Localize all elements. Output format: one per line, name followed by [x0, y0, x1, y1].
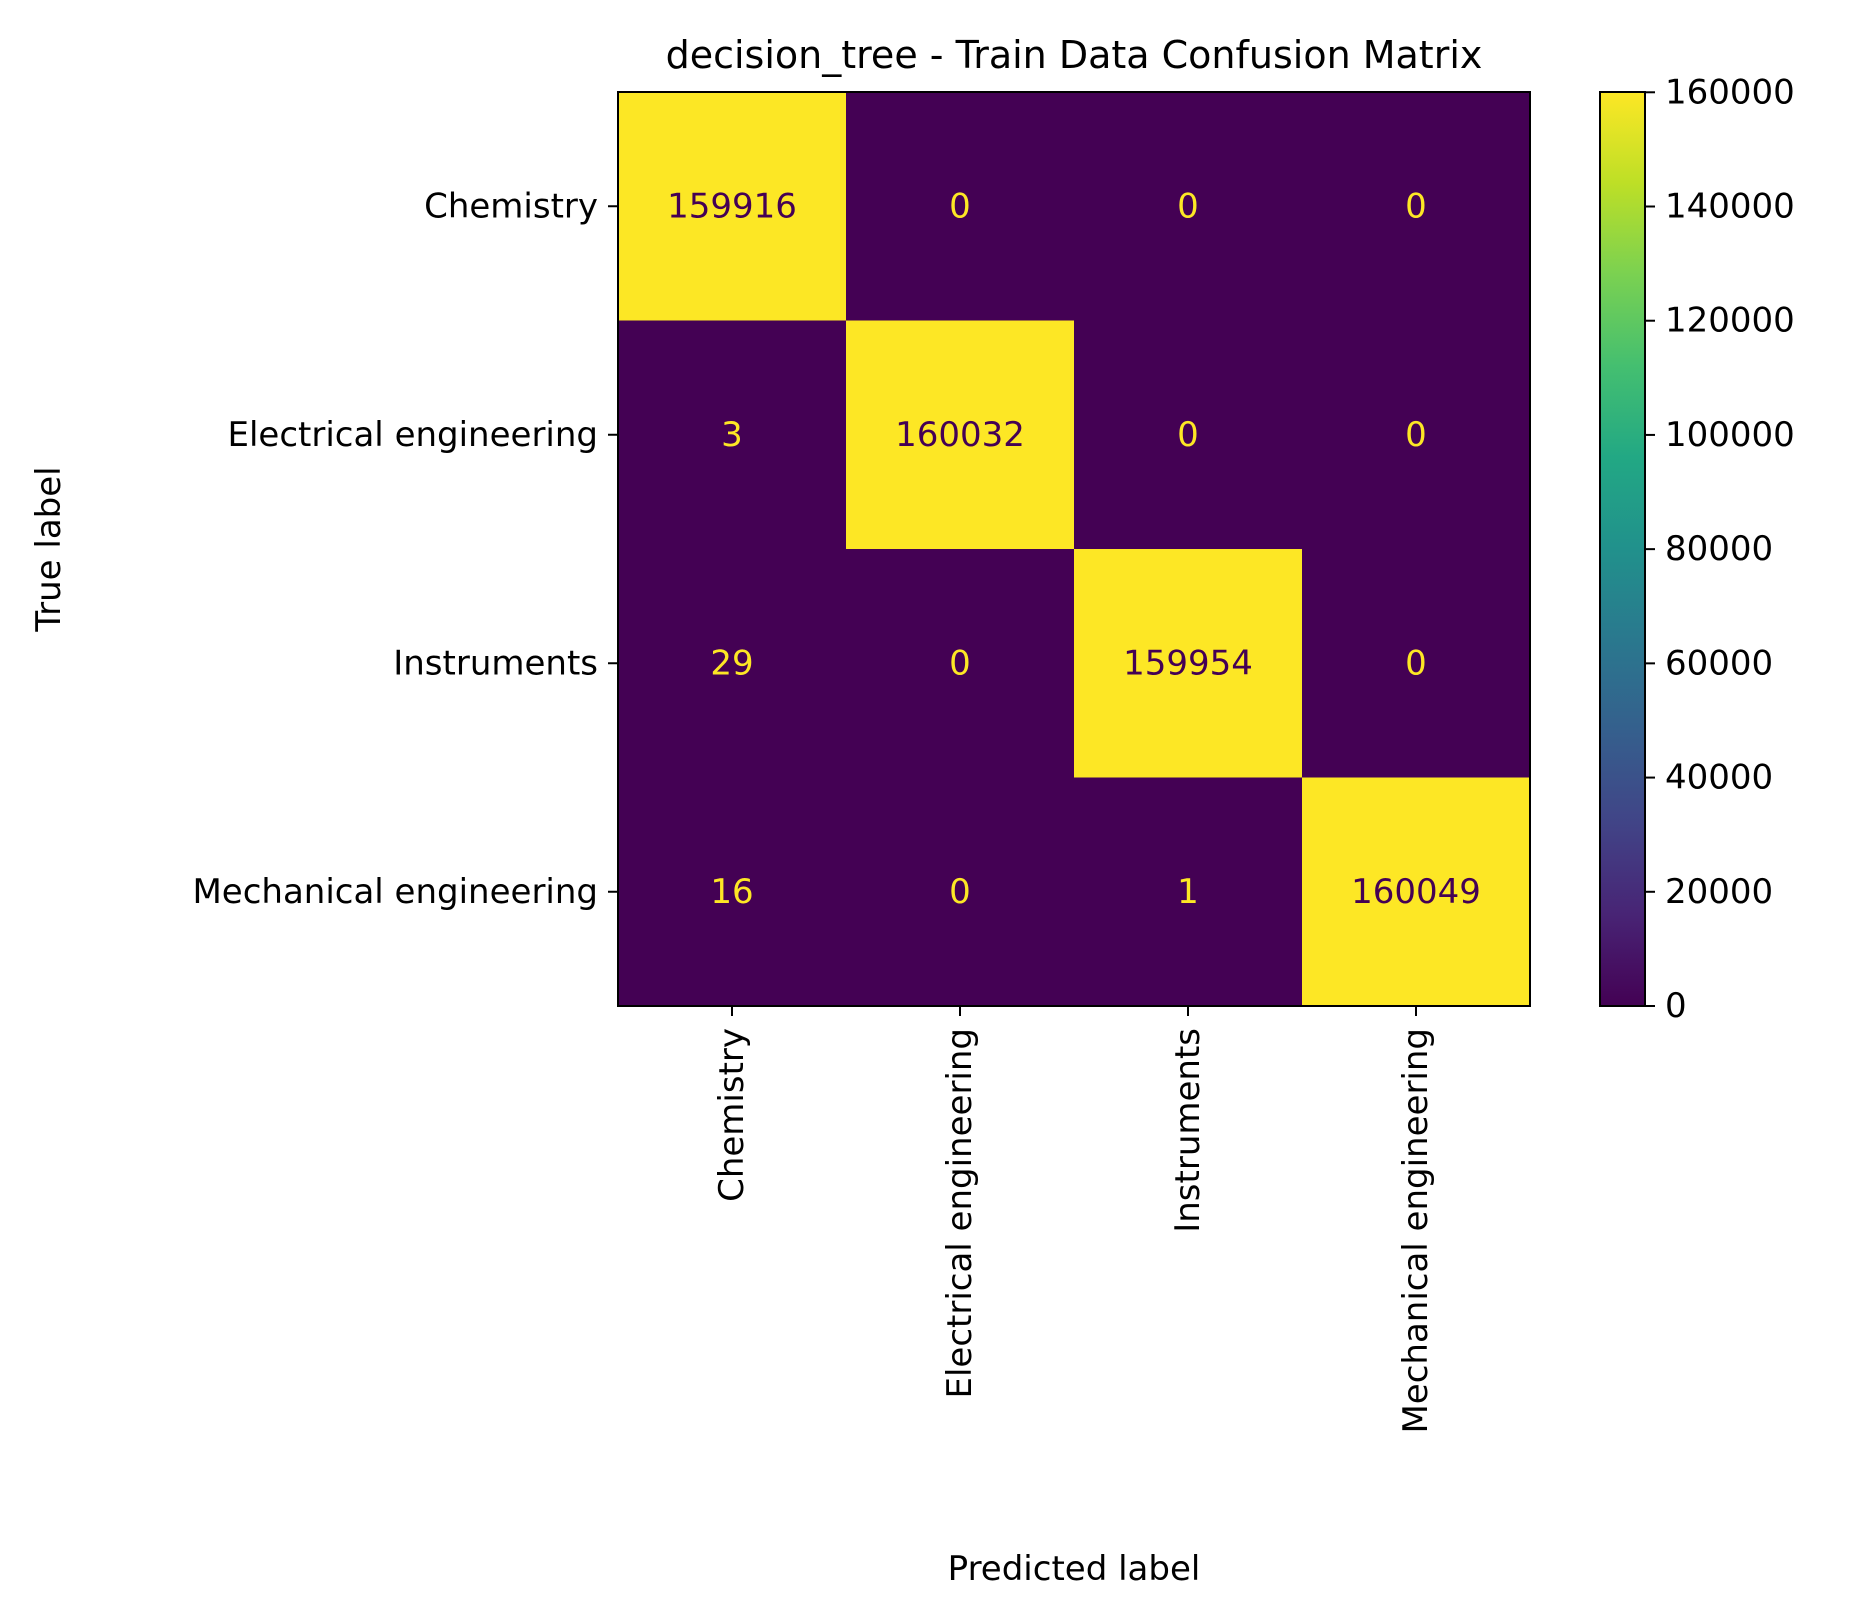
cell-value-label: 160049	[1351, 872, 1481, 912]
cell-value-label: 3	[721, 415, 743, 455]
colorbar-tick-label: 20000	[1665, 872, 1773, 912]
cell-value-label: 159916	[667, 186, 797, 226]
y-tick-label: Mechanical engineering	[192, 872, 598, 912]
cell-value-label: 16	[710, 872, 753, 912]
colorbar-ticks: 0 20000 40000 60000 80000 100000 120000 140000 1…	[1645, 72, 1795, 1026]
x-axis: Chemistry Electrical engineering Instrumen…	[712, 1006, 1436, 1434]
cell-value-label: 159954	[1123, 643, 1253, 683]
x-tick-label: Instruments	[1168, 1028, 1208, 1233]
colorbar-tick-label: 100000	[1665, 415, 1795, 455]
matrix-cells	[618, 92, 1531, 1007]
y-tick-label: Electrical engineering	[227, 415, 598, 455]
cell-value-label: 1	[1177, 872, 1199, 912]
chart-title: decision_tree - Train Data Confusion Mat…	[666, 33, 1483, 77]
y-tick-label: Instruments	[393, 643, 598, 683]
y-axis-label: True label	[29, 466, 69, 632]
cell-value-label: 0	[1405, 643, 1427, 683]
cell-value-label: 0	[949, 643, 971, 683]
y-axis: Chemistry Electrical engineering Instrumen…	[192, 186, 618, 912]
colorbar-tick-label: 140000	[1665, 186, 1795, 226]
x-tick-label: Chemistry	[712, 1028, 752, 1202]
colorbar-tick-label: 80000	[1665, 529, 1773, 569]
cell-value-label: 0	[1405, 415, 1427, 455]
colorbar-tick-label: 120000	[1665, 301, 1795, 341]
cell-value-label: 0	[1405, 186, 1427, 226]
x-tick-label: Mechanical engineering	[1396, 1028, 1436, 1434]
x-tick-label: Electrical engineering	[940, 1028, 980, 1399]
colorbar-gradient	[1600, 92, 1645, 1006]
x-axis-label: Predicted label	[948, 1549, 1201, 1589]
colorbar-tick-label: 60000	[1665, 643, 1773, 683]
cell-value-label: 29	[710, 643, 753, 683]
colorbar: 0 20000 40000 60000 80000 100000 120000 140000 1…	[1600, 72, 1795, 1026]
cell-value-label: 0	[1177, 415, 1199, 455]
y-tick-label: Chemistry	[424, 186, 598, 226]
colorbar-tick-label: 40000	[1665, 758, 1773, 798]
cell-value-label: 0	[949, 186, 971, 226]
colorbar-tick-label: 160000	[1665, 72, 1795, 112]
colorbar-tick-label: 0	[1665, 986, 1687, 1026]
cell-value-label: 0	[1177, 186, 1199, 226]
cell-value-label: 0	[949, 872, 971, 912]
cell-value-label: 160032	[895, 415, 1025, 455]
